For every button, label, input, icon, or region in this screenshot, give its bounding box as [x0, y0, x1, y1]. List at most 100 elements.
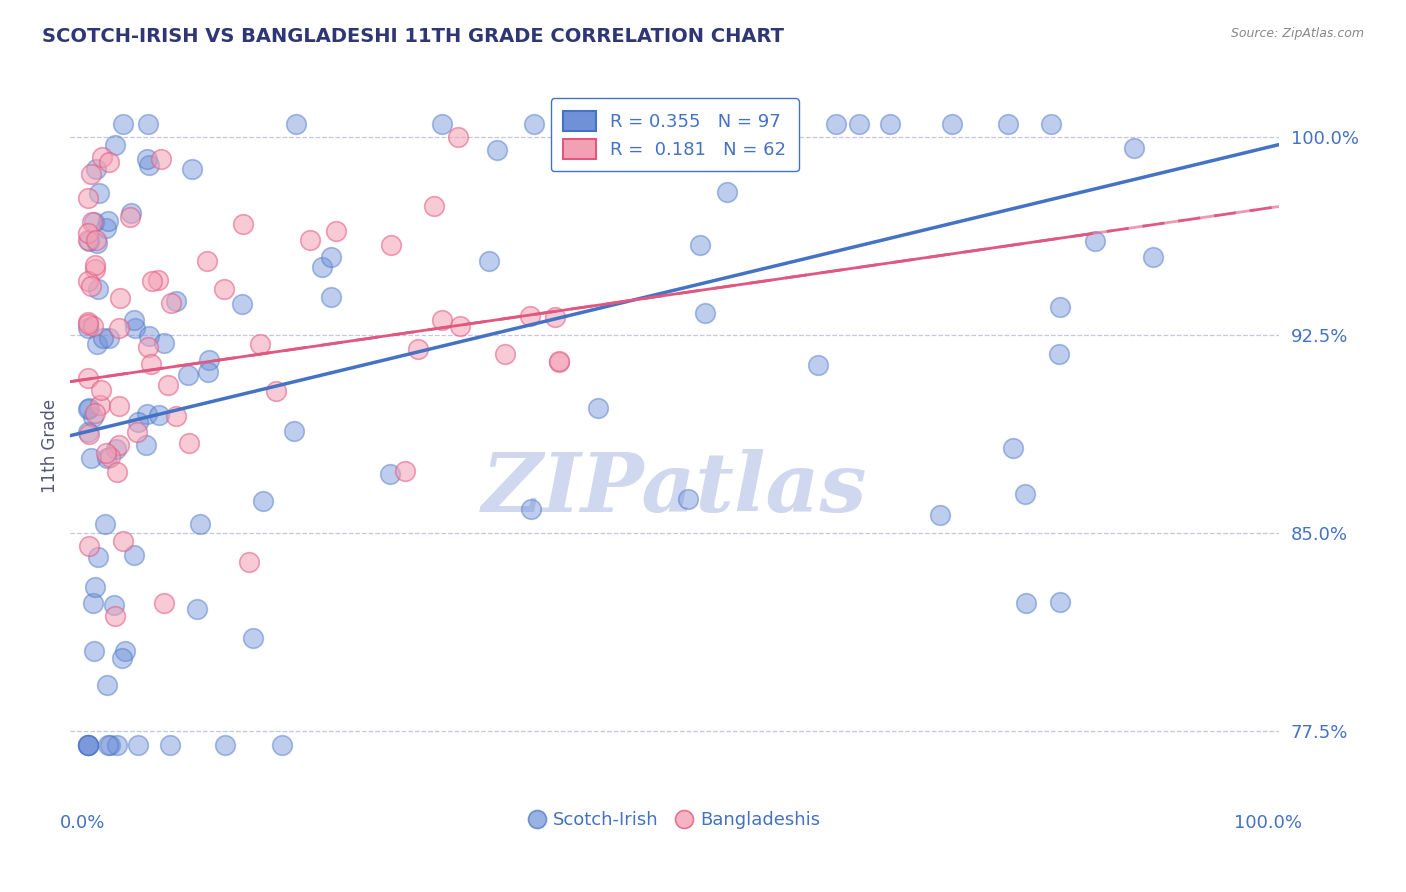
Point: [283, 424, 305, 438]
Point: [997, 117, 1019, 131]
Point: [86, 235, 108, 250]
Point: [77, 315, 100, 329]
Point: [77, 318, 100, 332]
Point: [177, 368, 200, 382]
Point: [242, 632, 264, 646]
Point: [232, 217, 254, 231]
Point: [112, 117, 135, 131]
Point: [547, 353, 569, 368]
Point: [79, 401, 101, 415]
Point: [446, 129, 468, 144]
Point: [494, 347, 516, 361]
Point: [716, 186, 738, 200]
Point: [127, 415, 149, 429]
Point: [212, 282, 235, 296]
Point: [394, 464, 416, 478]
Point: [80, 215, 103, 229]
Point: [111, 651, 134, 665]
Point: [285, 117, 308, 131]
Point: [941, 117, 963, 131]
Point: [96, 446, 118, 460]
Point: [693, 306, 716, 320]
Point: [406, 343, 429, 357]
Point: [77, 401, 100, 416]
Point: [118, 210, 141, 224]
Point: [93, 516, 115, 531]
Point: [266, 384, 288, 399]
Point: [83, 406, 105, 420]
Point: [1001, 441, 1024, 455]
Point: [104, 138, 127, 153]
Legend: Scotch-Irish, Bangladeshis: Scotch-Irish, Bangladeshis: [522, 805, 828, 837]
Point: [195, 254, 218, 268]
Point: [97, 738, 120, 752]
Point: [238, 555, 260, 569]
Point: [77, 226, 100, 240]
Point: [98, 450, 121, 464]
Point: [86, 282, 108, 296]
Point: [98, 738, 121, 752]
Point: [252, 494, 274, 508]
Point: [432, 117, 454, 131]
Point: [114, 644, 136, 658]
Point: [77, 539, 100, 553]
Point: [136, 117, 159, 131]
Point: [124, 548, 146, 562]
Point: [879, 117, 901, 131]
Point: [519, 309, 541, 323]
Point: [77, 320, 100, 334]
Point: [82, 596, 104, 610]
Point: [84, 261, 107, 276]
Point: [136, 408, 159, 422]
Point: [103, 599, 125, 613]
Point: [188, 516, 211, 531]
Point: [138, 328, 160, 343]
Point: [141, 274, 163, 288]
Point: [77, 427, 100, 442]
Point: [77, 738, 100, 752]
Point: [77, 233, 100, 247]
Point: [423, 199, 446, 213]
Point: [325, 224, 347, 238]
Point: [165, 409, 187, 423]
Point: [1084, 234, 1107, 248]
Point: [86, 337, 108, 351]
Point: [105, 465, 128, 479]
Point: [1122, 141, 1144, 155]
Point: [1015, 596, 1038, 610]
Point: [486, 143, 509, 157]
Point: [807, 359, 830, 373]
Y-axis label: 11th Grade: 11th Grade: [41, 399, 59, 493]
Point: [520, 501, 543, 516]
Point: [1142, 251, 1164, 265]
Point: [186, 602, 208, 616]
Point: [82, 318, 104, 333]
Point: [249, 337, 271, 351]
Point: [96, 451, 118, 466]
Point: [125, 425, 148, 440]
Point: [90, 150, 112, 164]
Point: [98, 154, 121, 169]
Point: [89, 398, 111, 412]
Point: [77, 738, 100, 752]
Point: [124, 321, 146, 335]
Point: [159, 738, 181, 752]
Point: [96, 678, 118, 692]
Point: [111, 534, 134, 549]
Point: [156, 378, 179, 392]
Point: [77, 738, 100, 752]
Point: [89, 186, 111, 200]
Point: [586, 401, 609, 415]
Point: [127, 738, 149, 752]
Point: [77, 191, 100, 205]
Point: [153, 335, 176, 350]
Point: [197, 365, 219, 379]
Point: [149, 152, 172, 166]
Point: [848, 117, 870, 131]
Point: [90, 383, 112, 397]
Point: [108, 438, 131, 452]
Point: [122, 313, 145, 327]
Point: [321, 250, 343, 264]
Point: [678, 491, 700, 506]
Point: [84, 233, 107, 247]
